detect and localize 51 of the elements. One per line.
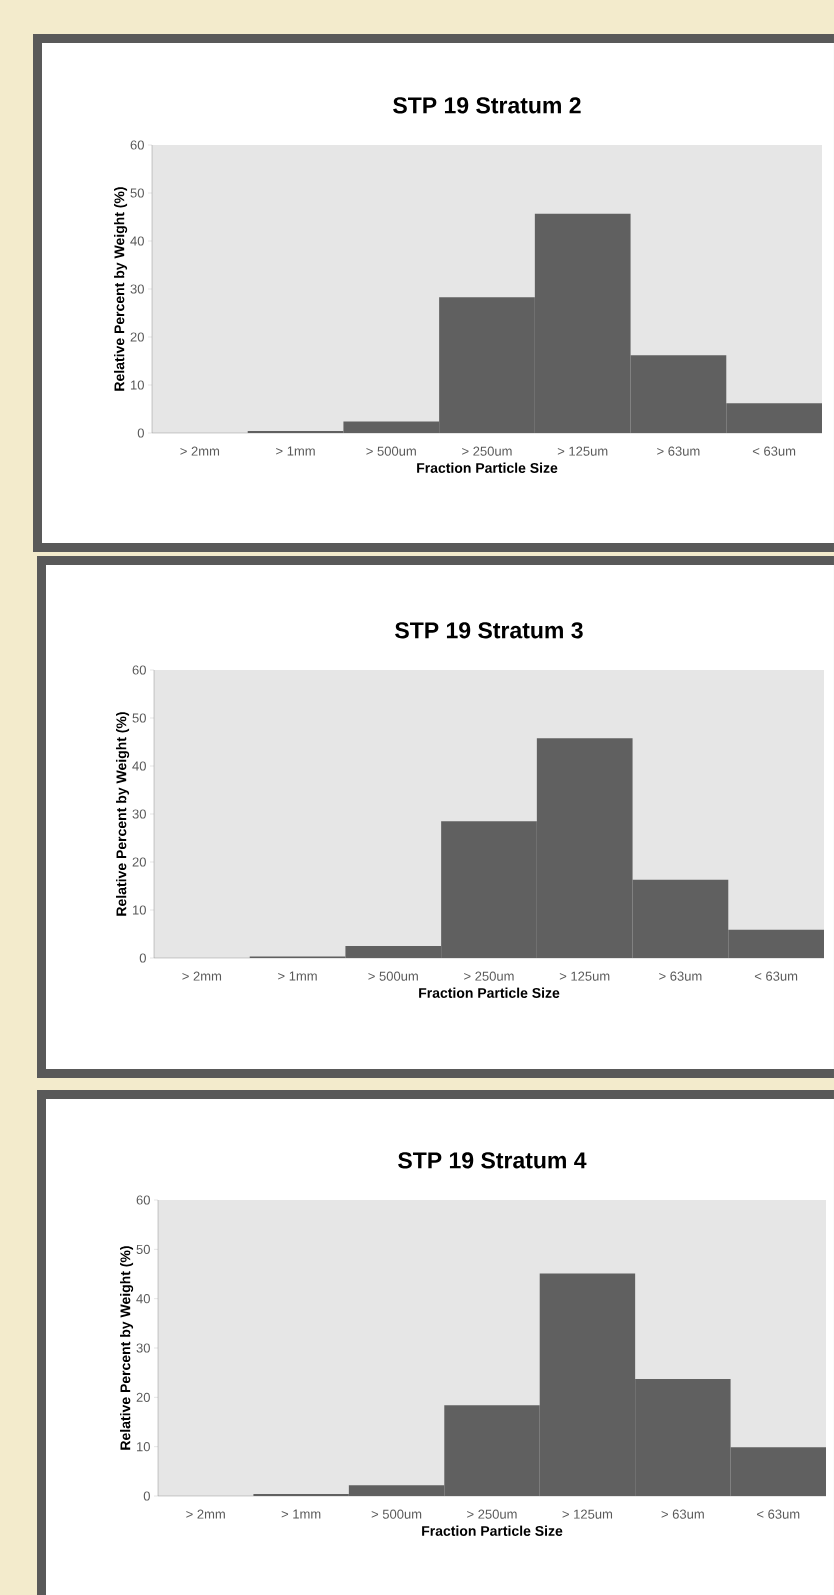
- x-tick-label: > 500um: [371, 1509, 422, 1519]
- y-tick-label: 50: [130, 188, 144, 198]
- x-tick-label: > 125um: [562, 1509, 613, 1519]
- y-tick-label: 40: [130, 236, 144, 246]
- y-axis-title: Relative Percent by Weight (%): [116, 712, 130, 916]
- y-axis-title: Relative Percent by Weight (%): [114, 187, 128, 391]
- x-tick-label: > 500um: [366, 446, 416, 456]
- chart-title: STP 19 Stratum 3: [395, 622, 583, 639]
- x-tick-label: > 2mm: [182, 971, 222, 981]
- x-tick-label: < 63um: [757, 1509, 800, 1519]
- y-tick-label: 10: [130, 380, 144, 390]
- y-tick-label: 30: [136, 1343, 150, 1353]
- x-tick-label: > 1mm: [278, 971, 317, 981]
- chart-title: STP 19 Stratum 2: [393, 97, 581, 114]
- x-tick-label: > 63um: [659, 971, 702, 981]
- chart-title: STP 19 Stratum 4: [398, 1152, 587, 1169]
- y-tick-label: 20: [136, 1392, 150, 1402]
- y-tick-label: 60: [130, 140, 144, 150]
- y-tick-label: 30: [132, 809, 146, 819]
- y-tick-label: 40: [136, 1294, 150, 1304]
- x-tick-label: > 1mm: [276, 446, 315, 456]
- y-tick-label: 30: [130, 284, 144, 294]
- y-tick-label: 60: [136, 1195, 150, 1205]
- x-tick-label: > 250um: [464, 971, 514, 981]
- y-tick-label: 10: [132, 905, 146, 915]
- y-tick-label: 10: [136, 1442, 150, 1452]
- y-tick-label: 40: [132, 761, 146, 771]
- x-tick-label: < 63um: [754, 971, 798, 981]
- x-tick-label: > 250um: [462, 446, 512, 456]
- y-tick-label: 20: [132, 857, 146, 867]
- x-tick-label: > 125um: [559, 971, 610, 981]
- y-tick-label: 0: [137, 428, 144, 438]
- x-tick-label: > 63um: [661, 1509, 704, 1519]
- y-axis-title: Relative Percent by Weight (%): [120, 1246, 134, 1450]
- x-tick-label: > 2mm: [186, 1509, 225, 1519]
- x-tick-label: > 500um: [368, 971, 418, 981]
- x-axis-title: Fraction Particle Size: [417, 462, 558, 473]
- x-axis-title: Fraction Particle Size: [422, 1525, 563, 1536]
- x-tick-label: > 250um: [467, 1509, 517, 1519]
- y-tick-label: 0: [139, 953, 146, 963]
- x-tick-label: > 125um: [557, 446, 608, 456]
- x-tick-label: > 1mm: [281, 1509, 321, 1519]
- x-tick-label: > 2mm: [180, 446, 220, 456]
- y-tick-label: 0: [143, 1491, 150, 1501]
- y-tick-label: 50: [136, 1244, 150, 1254]
- x-tick-label: < 63um: [752, 446, 796, 456]
- x-tick-label: > 63um: [657, 446, 700, 456]
- y-tick-label: 20: [130, 332, 144, 342]
- y-tick-label: 50: [132, 713, 146, 723]
- x-axis-title: Fraction Particle Size: [419, 987, 560, 998]
- y-tick-label: 60: [132, 665, 146, 675]
